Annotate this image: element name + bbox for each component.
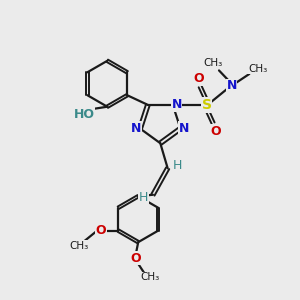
Text: O: O bbox=[95, 224, 106, 237]
Text: H: H bbox=[139, 190, 148, 204]
Text: H: H bbox=[172, 159, 182, 172]
Text: N: N bbox=[171, 98, 182, 111]
Text: N: N bbox=[226, 79, 237, 92]
Text: O: O bbox=[210, 125, 221, 138]
Text: CH₃: CH₃ bbox=[248, 64, 267, 74]
Text: CH₃: CH₃ bbox=[204, 58, 223, 68]
Text: HO: HO bbox=[74, 108, 95, 121]
Text: O: O bbox=[130, 252, 141, 265]
Text: O: O bbox=[194, 72, 204, 85]
Text: S: S bbox=[202, 98, 212, 112]
Text: N: N bbox=[131, 122, 142, 135]
Text: CH₃: CH₃ bbox=[70, 241, 89, 251]
Text: N: N bbox=[179, 122, 190, 135]
Text: CH₃: CH₃ bbox=[140, 272, 160, 283]
